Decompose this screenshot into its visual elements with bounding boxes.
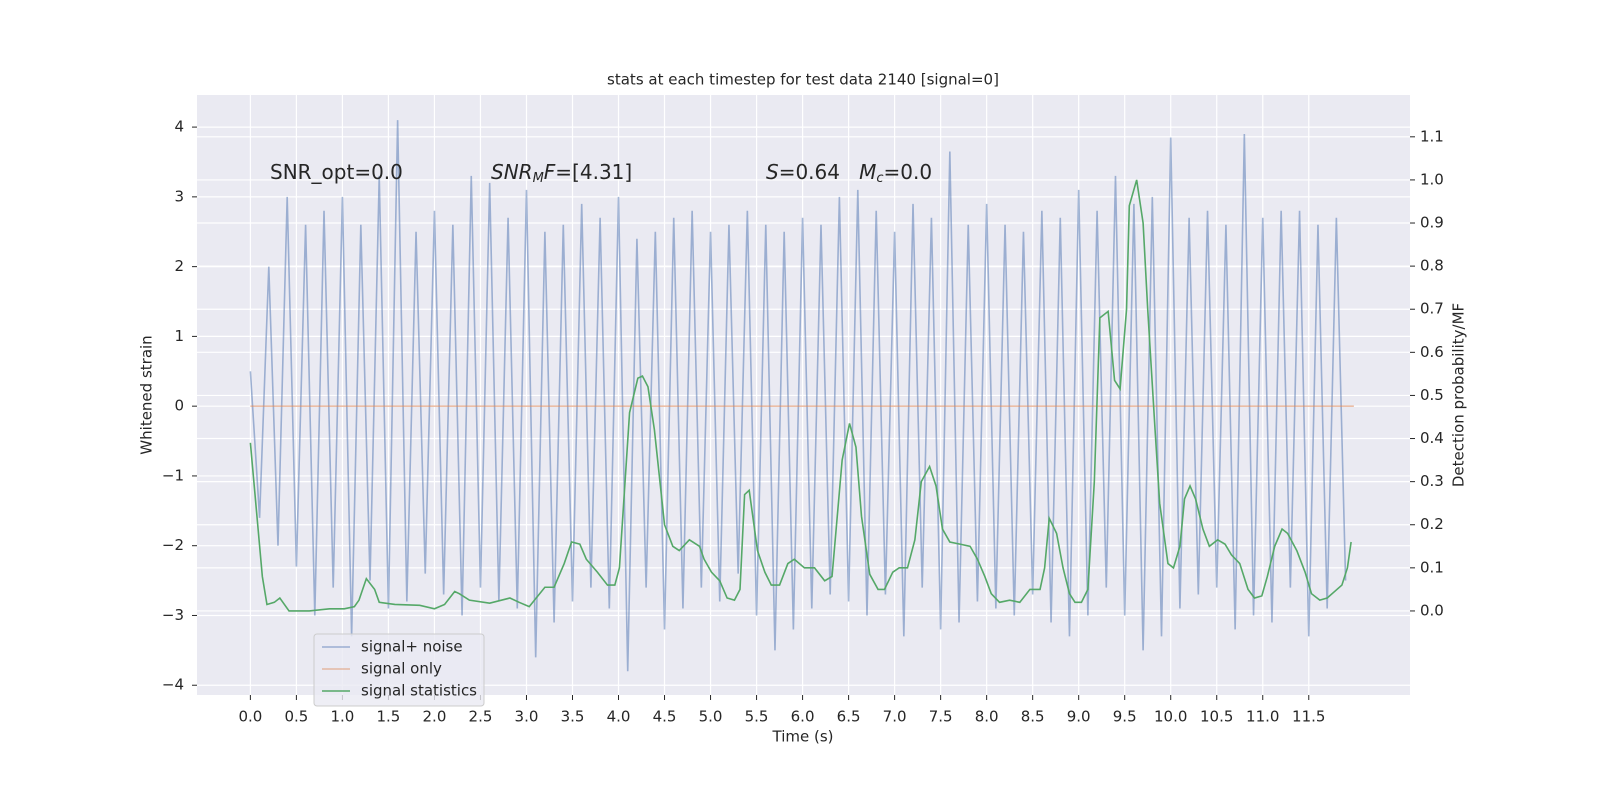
x-tick-label: 3.0 bbox=[515, 708, 539, 726]
series-line bbox=[249, 120, 1347, 672]
x-tick-label: 3.5 bbox=[561, 708, 585, 726]
legend-box bbox=[313, 633, 485, 707]
annotation: SNRMF=[4.31] bbox=[491, 160, 632, 186]
y2-tick-label: 0.1 bbox=[1420, 558, 1444, 576]
x-tick-label: 8.5 bbox=[1021, 708, 1045, 726]
annotation-part: M bbox=[533, 171, 544, 186]
y2-tick-label: 0.5 bbox=[1420, 386, 1444, 404]
y2-tick-label: 0.9 bbox=[1420, 214, 1444, 232]
annotation-part: S bbox=[766, 160, 779, 184]
x-tick-label: 4.0 bbox=[607, 708, 631, 726]
y2-tick-label: 0.0 bbox=[1420, 601, 1444, 619]
y-tick-label: −2 bbox=[162, 536, 184, 554]
y-tick-label: −4 bbox=[162, 676, 184, 694]
x-tick-label: 1.5 bbox=[376, 708, 400, 726]
annotation: S=0.64 Mc=0.0 bbox=[766, 160, 932, 186]
x-tick-label: 10.5 bbox=[1200, 708, 1233, 726]
marks bbox=[249, 120, 1354, 672]
y-tick-label: 3 bbox=[174, 187, 184, 205]
annotation-part: SNR bbox=[491, 160, 533, 184]
x-tick-label: 2.0 bbox=[423, 708, 447, 726]
y-tick-label: 1 bbox=[174, 327, 184, 345]
x-tick-label: 5.0 bbox=[699, 708, 723, 726]
y2-tick-label: 0.8 bbox=[1420, 257, 1444, 275]
x-axis-label: Time (s) bbox=[772, 728, 834, 746]
x-tick-label: 8.0 bbox=[975, 708, 999, 726]
x-tick-label: 11.5 bbox=[1292, 708, 1325, 726]
annotation: SNR_opt=0.0 bbox=[270, 160, 403, 184]
x-tick-label: 9.0 bbox=[1067, 708, 1091, 726]
x-tick-label: 5.5 bbox=[745, 708, 769, 726]
y-tick-label: 4 bbox=[174, 118, 184, 136]
x-tick-label: 11.0 bbox=[1246, 708, 1279, 726]
y2-tick-label: 0.4 bbox=[1420, 429, 1444, 447]
y2-tick-label: 0.2 bbox=[1420, 515, 1444, 533]
y-axis-label: Whitened strain bbox=[138, 335, 156, 454]
legend: signal+ noise signal only signal statistic… bbox=[313, 633, 485, 707]
y2-axis-label: Detection probability/MF bbox=[1450, 303, 1468, 487]
labels: 0.0 0.5 1.0 1.5 2.0 2.5 3.0 3.5 4.0 4.5 5.0 5.5 6.0 6… bbox=[162, 118, 1444, 726]
x-tick-label: 6.0 bbox=[791, 708, 815, 726]
y2-tick-label: 1.1 bbox=[1420, 127, 1444, 145]
annotation-part: =[4.31] bbox=[555, 160, 632, 184]
x-tick-label: 1.0 bbox=[330, 708, 354, 726]
y2-tick-label: 0.6 bbox=[1420, 343, 1444, 361]
legend-label: signal statistics bbox=[361, 682, 477, 700]
annotation-part: SNR_opt=0.0 bbox=[270, 160, 403, 184]
x-tick-label: 6.5 bbox=[837, 708, 861, 726]
y-tick-label: −1 bbox=[162, 466, 184, 484]
x-tick-label: 0.0 bbox=[238, 708, 262, 726]
y-tick-label: 0 bbox=[174, 397, 184, 415]
chart-title: stats at each timestep for test data 214… bbox=[607, 71, 999, 89]
annotation-part: =0.64 bbox=[779, 160, 859, 184]
x-tick-label: 4.5 bbox=[653, 708, 677, 726]
y2-tick-label: 0.3 bbox=[1420, 472, 1444, 490]
annotation-part: F bbox=[544, 160, 556, 184]
x-tick-label: 0.5 bbox=[284, 708, 308, 726]
annotation-part: =0.0 bbox=[884, 160, 933, 184]
annotation-part: c bbox=[876, 171, 883, 186]
legend-label: signal only bbox=[361, 660, 442, 678]
y2-tick-label: 1.0 bbox=[1420, 170, 1444, 188]
x-tick-label: 10.0 bbox=[1154, 708, 1187, 726]
annotation-part: M bbox=[859, 160, 876, 184]
legend-label: signal+ noise bbox=[361, 638, 463, 656]
y-tick-label: 2 bbox=[174, 257, 184, 275]
x-tick-label: 7.0 bbox=[883, 708, 907, 726]
x-tick-label: 9.5 bbox=[1113, 708, 1137, 726]
x-tick-label: 7.5 bbox=[929, 708, 953, 726]
series-line bbox=[249, 179, 1352, 612]
y-tick-label: −3 bbox=[162, 606, 184, 624]
x-tick-label: 2.5 bbox=[469, 708, 493, 726]
y2-tick-label: 0.7 bbox=[1420, 300, 1444, 318]
